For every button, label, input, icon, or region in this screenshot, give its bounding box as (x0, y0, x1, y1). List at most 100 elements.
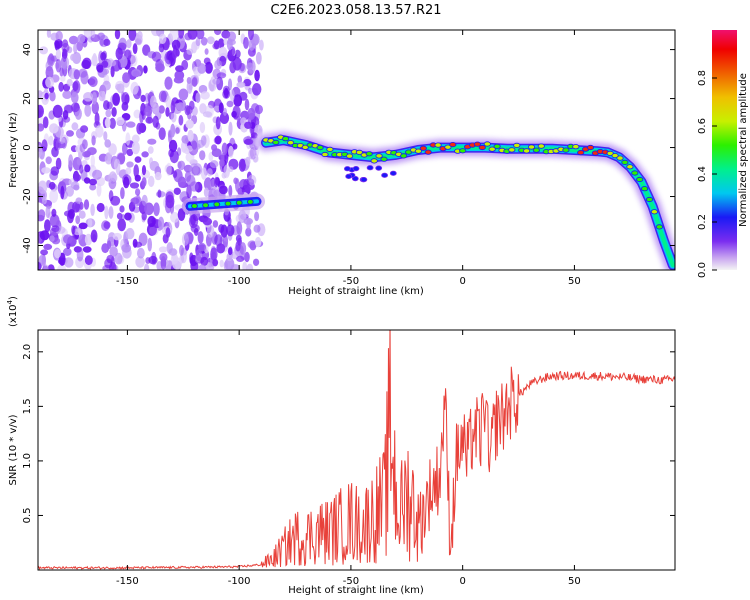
heatmap-xtick-label: -150 (116, 276, 139, 287)
noise-cell (111, 107, 117, 117)
noise-cell (128, 30, 137, 41)
noise-cell (131, 69, 142, 77)
noise-cell (181, 59, 189, 71)
noise-cell (248, 30, 254, 41)
ridge-blob (380, 156, 388, 162)
heatmap-ticks: -150 -100 -50 0 50 -40 -20 0 20 40 (22, 30, 675, 287)
noise-cell (153, 202, 160, 217)
noise-cell (147, 237, 152, 252)
noise-cell (228, 121, 233, 136)
noise-cell (244, 98, 250, 111)
noise-cell (98, 90, 106, 102)
noise-cell (74, 246, 82, 253)
noise-cell (204, 61, 213, 74)
noise-cell (87, 217, 93, 228)
noise-cell (76, 41, 83, 52)
noise-cell (70, 102, 80, 113)
noise-cell (246, 263, 254, 270)
noise-cell (173, 76, 184, 84)
noise-cell (50, 32, 59, 41)
noise-cell (157, 189, 162, 198)
noise-cell (220, 224, 228, 238)
ridge-blob (645, 196, 654, 203)
noise-cell (102, 80, 111, 91)
noise-cell (134, 156, 142, 163)
noise-cell (243, 217, 253, 225)
noise-cell (144, 202, 154, 216)
noise-cell (147, 146, 154, 154)
noise-cell (206, 168, 213, 177)
heatmap-content (38, 30, 675, 270)
noise-cell (235, 234, 242, 243)
noise-cell (90, 154, 96, 168)
colorbar: 0.0 0.2 0.4 0.6 0.8 Normalized spectral ampl… (697, 30, 749, 278)
noise-cell (189, 100, 195, 111)
ridge-blob (365, 151, 373, 157)
noise-cell (226, 100, 234, 108)
noise-cell (141, 211, 147, 221)
ridge-blob (473, 141, 481, 147)
noise-cell (91, 54, 98, 67)
noise-cell (173, 187, 181, 195)
ridge-blob (493, 143, 501, 149)
ridge-blob (281, 136, 290, 142)
noise-cell (63, 247, 72, 256)
noise-cell (226, 224, 235, 237)
ridge-blob (478, 144, 486, 151)
noise-cell (60, 75, 66, 82)
colorbar-tick-label: 0.6 (697, 118, 708, 134)
heatmap-xtick-label: 0 (459, 276, 465, 287)
noise-cell (47, 264, 55, 270)
snr-panel: -150 -100 -50 0 50 0.5 1.0 1.5 2.0 Height of str… (6, 296, 676, 596)
noise-cell (200, 167, 207, 180)
ridge-blob (343, 166, 351, 172)
colorbar-tick-label: 0.8 (697, 70, 708, 86)
noise-cell (63, 234, 73, 244)
colorbar-tick-label: 0.2 (697, 214, 708, 230)
noise-cell (187, 30, 198, 40)
noise-cell (215, 116, 221, 130)
noise-cell (149, 226, 157, 236)
heatmap-frame (37, 29, 676, 271)
secondary-band (182, 193, 265, 215)
noise-cell (185, 119, 194, 129)
noise-cell (52, 104, 63, 118)
noise-cell (198, 264, 207, 270)
noise-cell (227, 216, 232, 227)
noise-cell (96, 64, 104, 73)
noise-cell (55, 157, 62, 170)
noise-cell (73, 173, 81, 182)
noise-cell (130, 81, 139, 95)
noise-cell (143, 65, 148, 74)
ridge-blob (577, 150, 585, 156)
noise-cell (38, 254, 46, 265)
noise-cell (119, 205, 125, 213)
noise-cell (84, 104, 92, 117)
ridge-blob (352, 166, 360, 172)
ridge-blob (631, 170, 639, 176)
colorbar-ticks: 0.0 0.2 0.4 0.6 0.8 (697, 70, 717, 278)
noise-cell (179, 244, 184, 256)
noise-cell (247, 240, 257, 249)
noise-cell (169, 30, 179, 40)
secondary-band-blob (246, 199, 254, 205)
noise-cell (101, 60, 109, 68)
noise-cell (94, 112, 100, 126)
noise-cell (177, 208, 186, 222)
secondary-band-blob (202, 202, 210, 209)
noise-cell (243, 178, 250, 190)
noise-cell (197, 63, 207, 74)
ridge-blob (513, 142, 521, 148)
noise-cell (247, 107, 256, 120)
noise-cell (232, 143, 238, 150)
ridge-blob (360, 177, 368, 183)
noise-cell (212, 220, 219, 228)
noise-cell (48, 135, 54, 146)
noise-cell (76, 158, 81, 166)
noise-cell (120, 187, 125, 200)
noise-cell (200, 256, 209, 266)
noise-cell (172, 170, 178, 178)
noise-cell (116, 212, 123, 220)
noise-cell (49, 214, 60, 228)
noise-cell (59, 67, 64, 77)
